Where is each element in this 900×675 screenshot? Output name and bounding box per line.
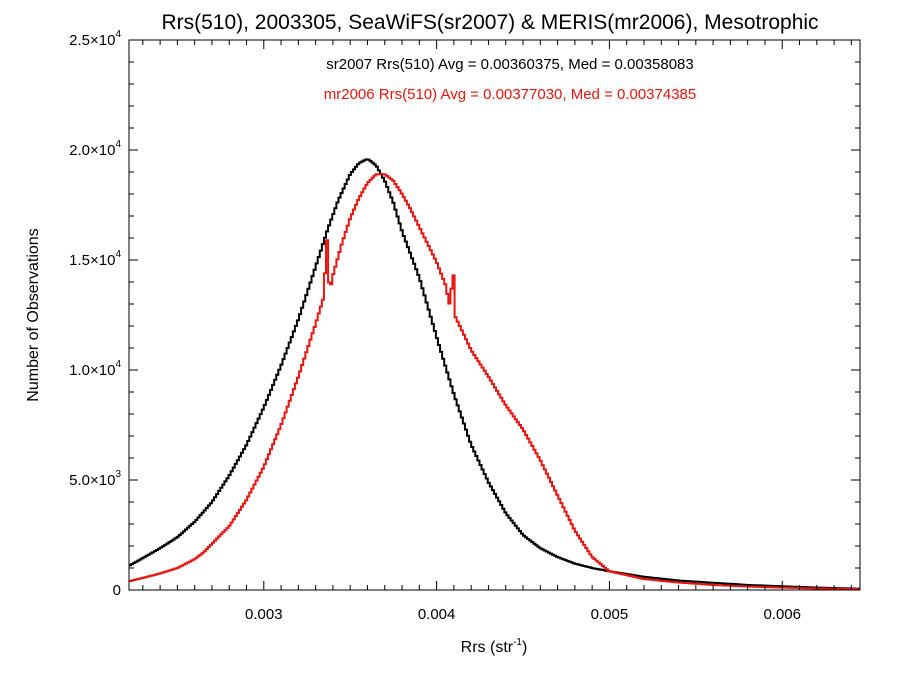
- x-axis-label: Rrs (str-1): [461, 637, 528, 656]
- x-tick-label-0: 0.003: [245, 606, 283, 623]
- x-tick-label-1: 0.004: [418, 606, 456, 623]
- annotation-0: sr2007 Rrs(510) Avg = 0.00360375, Med = …: [326, 56, 694, 73]
- chart-title: Rrs(510), 2003305, SeaWiFS(sr2007) & MER…: [161, 11, 818, 34]
- annotation-1: mr2006 Rrs(510) Avg = 0.00377030, Med = …: [324, 86, 697, 103]
- x-axis-label-tail: ): [522, 639, 527, 656]
- series-line-0: [129, 158, 860, 590]
- x-tick-label-3: 0.006: [763, 606, 801, 623]
- y-tick-label-4: 2.0×104: [69, 139, 121, 159]
- y-tick-label-1: 5.0×103: [69, 469, 121, 489]
- ticks-layer: 0.003 0.004 0.005 0.006 0 5.0×103 1.0×104 1.5×1…: [69, 29, 860, 623]
- y-tick-label-2: 1.0×104: [69, 359, 121, 379]
- y-tick-label-3: 1.5×104: [69, 249, 121, 269]
- x-axis-label-sup: -1: [513, 637, 522, 648]
- x-axis-label-base: Rrs (str: [461, 639, 514, 656]
- y-axis-label: Number of Observations: [25, 228, 42, 401]
- annotations: sr2007 Rrs(510) Avg = 0.00360375, Med = …: [324, 56, 697, 103]
- x-tick-label-2: 0.005: [591, 606, 629, 623]
- y-tick-label-0: 0: [113, 582, 121, 599]
- y-tick-label-5: 2.5×104: [69, 29, 121, 49]
- series-layer: [129, 158, 860, 591]
- series-line-1: [129, 173, 860, 591]
- plot-frame: [128, 39, 861, 591]
